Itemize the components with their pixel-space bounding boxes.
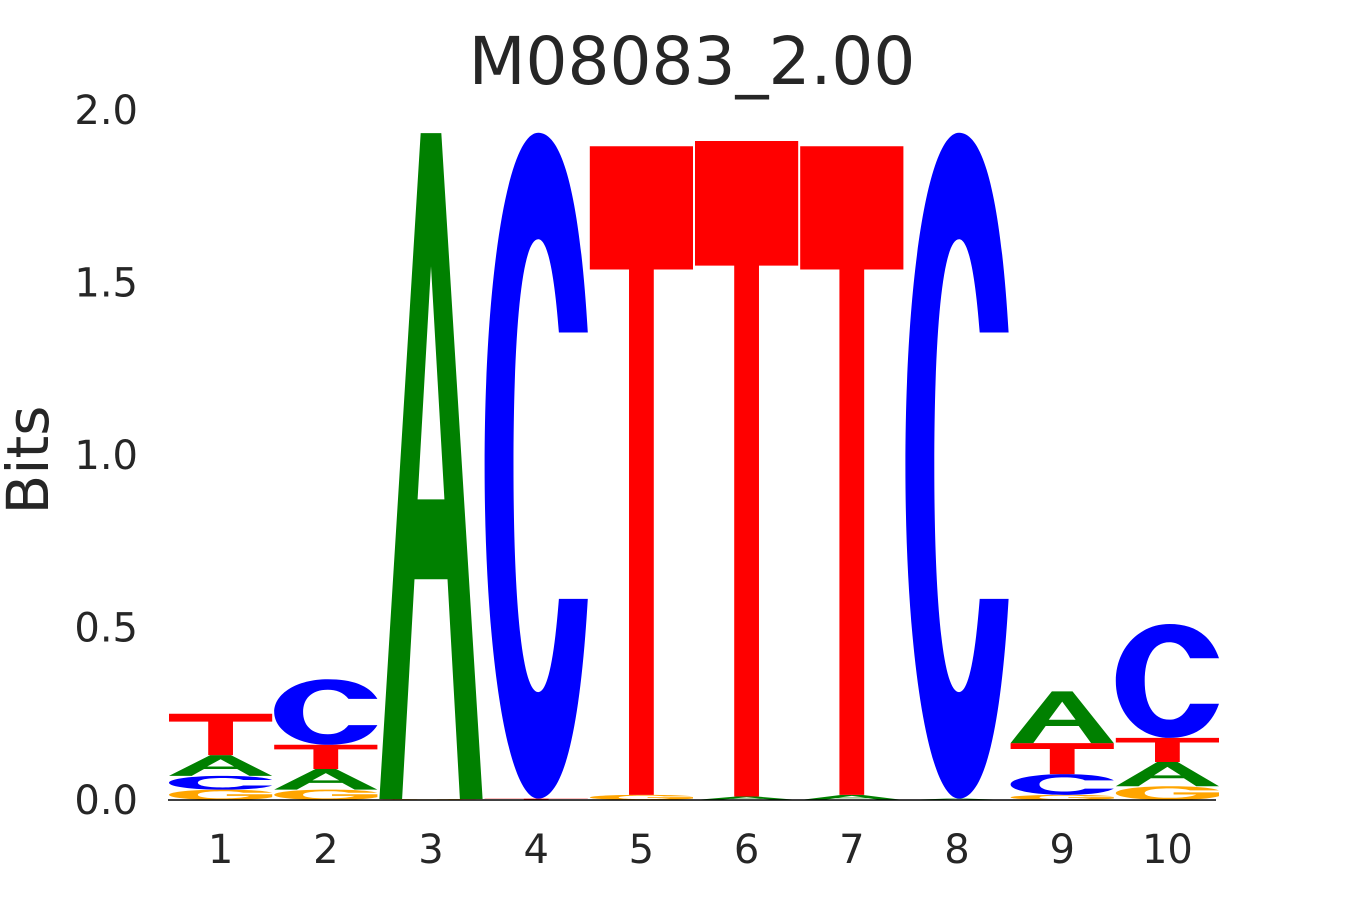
letter-A-pos-7 — [800, 794, 904, 800]
y-axis-ticks: 0.0 0.5 1.0 1.5 2.0 — [74, 88, 138, 824]
letter-C-pos-10 — [1115, 624, 1219, 738]
y-tick-label: 0.0 — [74, 778, 138, 824]
letter-A-pos-9 — [1010, 691, 1114, 744]
x-tick-label-7: 7 — [839, 827, 864, 873]
letter-T-pos-2 — [274, 744, 378, 769]
letter-A-pos-6 — [695, 796, 799, 800]
x-tick-label-1: 1 — [208, 827, 233, 873]
letter-G-pos-1 — [169, 789, 273, 800]
letter-G-pos-9 — [1010, 794, 1114, 800]
x-tick-label-2: 2 — [313, 827, 338, 873]
letter-T-pos-6 — [695, 141, 799, 797]
letter-T-pos-9 — [1010, 743, 1114, 775]
x-tick-label-8: 8 — [944, 827, 969, 873]
x-tick-label-10: 10 — [1142, 827, 1193, 873]
letter-A-pos-2 — [274, 768, 378, 790]
x-axis-ticks: 1 2 3 4 5 6 7 8 9 10 — [208, 827, 1193, 873]
letter-T-pos-10 — [1115, 737, 1219, 763]
letter-C-pos-1 — [169, 775, 273, 790]
letter-T-pos-7 — [800, 146, 904, 795]
x-tick-label-4: 4 — [523, 827, 548, 873]
letter-A-pos-3 — [379, 133, 483, 799]
y-tick-label: 1.5 — [74, 261, 138, 307]
x-tick-label-5: 5 — [629, 827, 654, 873]
logo-letters — [169, 132, 1219, 800]
letter-G-pos-10 — [1115, 786, 1219, 800]
y-tick-label: 2.0 — [74, 88, 138, 134]
x-tick-label-3: 3 — [418, 827, 443, 873]
x-tick-label-9: 9 — [1049, 827, 1074, 873]
letter-A-pos-1 — [169, 755, 273, 776]
x-tick-label-6: 6 — [734, 827, 759, 873]
letter-G-pos-5 — [589, 794, 693, 800]
letter-T-pos-5 — [589, 146, 693, 795]
y-axis-label: Bits — [0, 406, 62, 515]
letter-C-pos-9 — [1010, 774, 1114, 795]
letter-A-pos-10 — [1115, 762, 1219, 787]
letter-G-pos-2 — [274, 789, 378, 800]
letter-C-pos-2 — [274, 679, 378, 745]
letter-T-pos-1 — [169, 713, 273, 756]
y-tick-label: 0.5 — [74, 606, 138, 652]
y-tick-label: 1.0 — [74, 433, 138, 479]
letter-C-pos-8 — [905, 132, 1009, 799]
chart-title: M08083_2.00 — [469, 23, 916, 100]
letter-C-pos-4 — [484, 132, 588, 799]
